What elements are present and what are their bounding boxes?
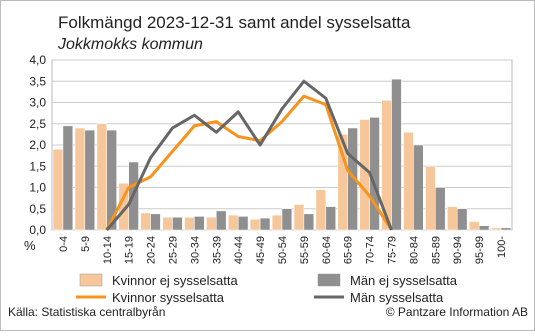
- bar: [403, 132, 414, 231]
- x-tick-label: 70-74: [365, 236, 377, 264]
- bar: [315, 189, 327, 231]
- x-tick-label: 90-94: [452, 236, 464, 264]
- bar: [325, 206, 336, 231]
- chart-subtitle: Jokkmokks kommun: [57, 36, 203, 53]
- x-tick-label: 5-9: [80, 236, 92, 252]
- source: Källa: Statistiska centralbyrån: [8, 305, 165, 319]
- x-tick-label: 95-99: [474, 236, 486, 264]
- bar: [206, 217, 217, 231]
- y-tick-label: 2,0: [29, 138, 46, 152]
- y-tick-label: 3,5: [29, 74, 46, 88]
- bar: [478, 225, 490, 231]
- y-tick-label: 2,5: [29, 117, 46, 131]
- bar: [425, 166, 436, 231]
- x-tick-label: 55-59: [299, 236, 311, 264]
- x-tick-label: 35-39: [211, 236, 223, 264]
- credit: © Pantzare Information AB: [386, 305, 528, 319]
- bar: [347, 127, 358, 231]
- x-tick-label: 50-54: [277, 236, 289, 264]
- x-tick-label: 60-64: [321, 236, 333, 264]
- bar: [106, 129, 117, 231]
- x-tick-label: 100-: [496, 236, 508, 258]
- bar: [359, 119, 370, 231]
- y-tick-label: 1,5: [29, 159, 46, 173]
- x-tick-label: 0-4: [58, 236, 70, 252]
- bar: [259, 217, 271, 231]
- bar: [391, 78, 402, 231]
- bar: [184, 217, 195, 231]
- bar: [96, 123, 108, 231]
- bar: [62, 125, 74, 231]
- bar: [435, 187, 446, 231]
- bar: [84, 129, 95, 231]
- bar: [490, 227, 502, 231]
- bar: [172, 217, 183, 231]
- x-tick-label: 15-19: [124, 236, 136, 264]
- y-tick-label: 1,0: [29, 181, 46, 195]
- x-tick-label: 10-14: [102, 236, 114, 264]
- legend-swatch: [79, 273, 103, 287]
- x-tick-label: 40-44: [233, 236, 245, 264]
- x-tick-label: 25-29: [167, 236, 179, 264]
- bar: [447, 206, 458, 231]
- bar: [74, 127, 86, 231]
- y-tick-label: 0,5: [29, 202, 46, 216]
- bar: [140, 212, 151, 231]
- bar: [469, 221, 480, 231]
- legend-label: Män ej sysselsatta: [350, 273, 458, 288]
- bar: [413, 144, 424, 231]
- x-tick-label: 65-69: [343, 236, 355, 264]
- y-tick-label: 0,0: [29, 223, 46, 237]
- bar: [162, 217, 173, 231]
- x-tick-label: 85-89: [430, 236, 442, 264]
- x-tick-label: 30-34: [189, 236, 201, 264]
- chart-title: Folkmängd 2023-12-31 samt andel sysselsa…: [58, 13, 411, 32]
- x-tick-label: 45-49: [255, 236, 267, 264]
- line: [105, 94, 393, 231]
- y-tick-label: 3,0: [29, 96, 46, 110]
- legend-label: Män sysselsatta: [350, 290, 444, 305]
- bar: [237, 216, 249, 231]
- legend-label: Kvinnor sysselsatta: [112, 290, 225, 305]
- bar: [249, 219, 261, 231]
- legend-label: Kvinnor ej sysselsatta: [112, 273, 238, 288]
- bar: [150, 213, 161, 231]
- bar: [500, 227, 512, 231]
- bar: [52, 149, 64, 231]
- bar: [228, 214, 239, 231]
- bar: [216, 210, 227, 231]
- bar: [194, 216, 205, 231]
- y-axis-label: %: [24, 238, 36, 253]
- bar: [293, 204, 305, 231]
- x-tick-label: 75-79: [387, 236, 399, 264]
- bar: [281, 208, 293, 231]
- x-tick-label: 80-84: [408, 236, 420, 264]
- bar: [303, 213, 315, 231]
- y-tick-label: 4,0: [29, 53, 46, 67]
- legend-swatch: [317, 273, 341, 287]
- bar: [271, 214, 283, 231]
- x-tick-label: 20-24: [146, 236, 158, 264]
- bar: [456, 208, 468, 231]
- line: [105, 79, 393, 231]
